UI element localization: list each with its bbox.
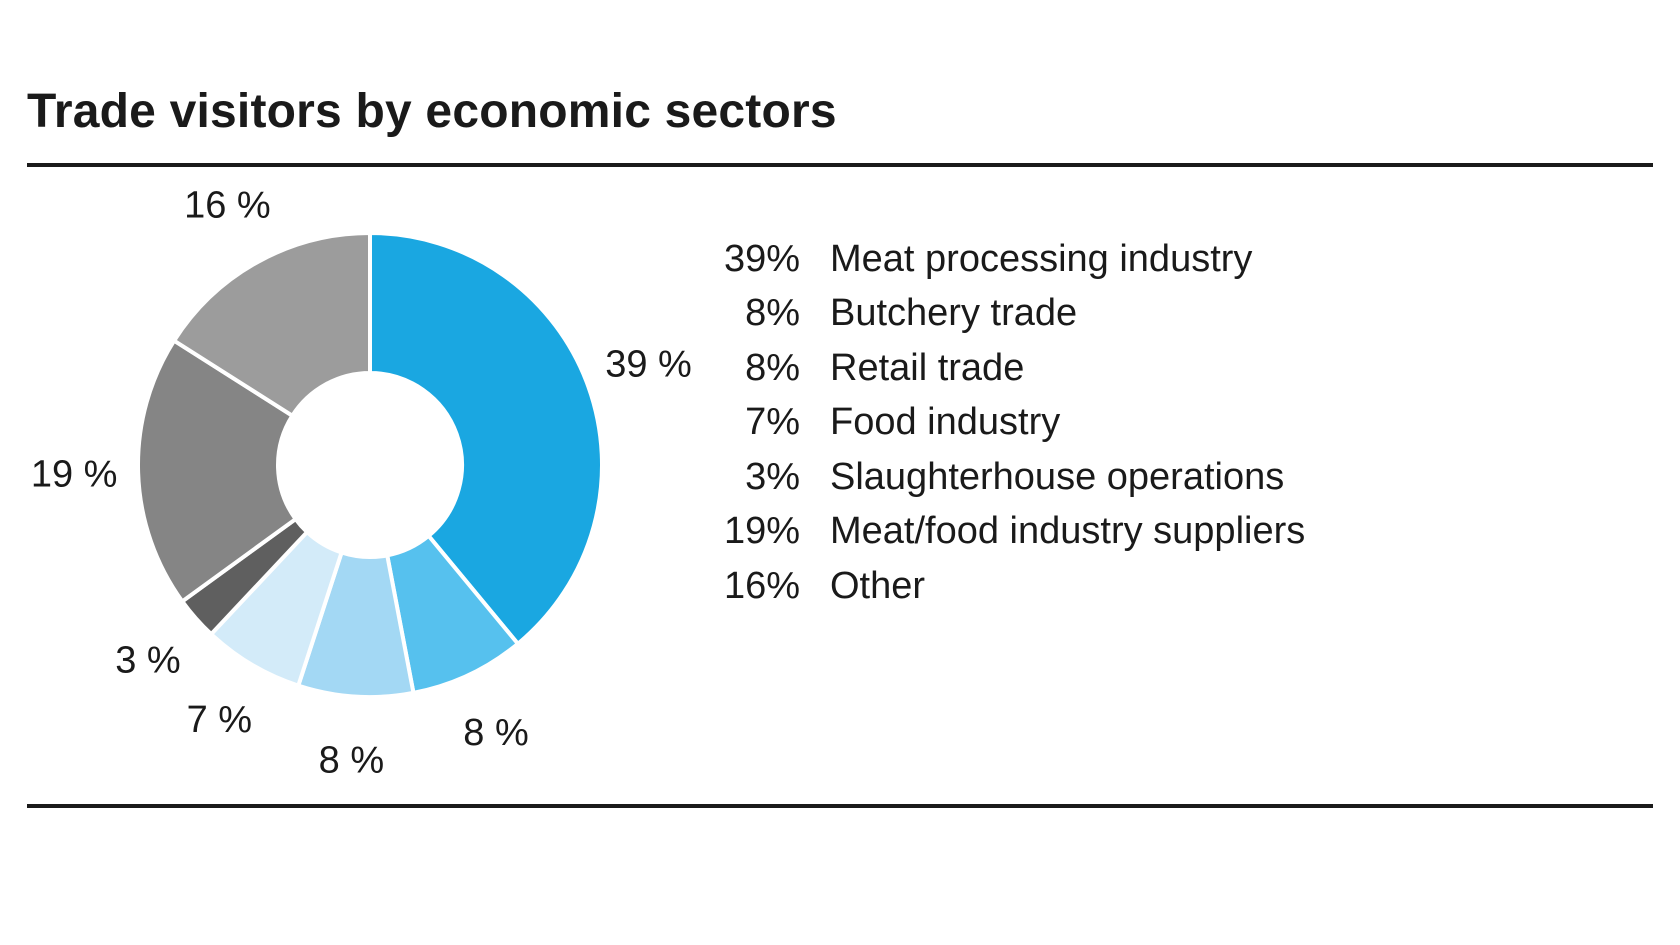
pie-slice-5 [136, 337, 299, 605]
pie-slice-0 [368, 230, 604, 647]
legend-label: Meat/food industry suppliers [830, 510, 1306, 553]
pie-slice-6 [171, 230, 372, 419]
slice-label-2: 8 % [319, 739, 384, 781]
top-rule [27, 163, 1653, 167]
legend-item-butchery-trade: 8% Butchery trade [700, 287, 1305, 342]
legend-label: Food industry [830, 401, 1061, 444]
donut-chart: 39 % 8 % 8 % 7 %3 % 19 % 16 % [31, 185, 692, 782]
legend-value: 3% [745, 455, 800, 498]
legend-label: Meat processing industry [830, 237, 1253, 280]
legend-label: Butchery trade [830, 292, 1078, 335]
legend-value: 8% [745, 346, 800, 389]
legend-item-meat-processing: 39% Meat processing industry [700, 232, 1305, 287]
legend-value: 8% [745, 292, 800, 335]
bottom-rule [27, 804, 1653, 808]
slice-label-0: 39 % [605, 344, 692, 386]
slice-label-5: 19 % [31, 453, 118, 495]
legend-item-retail-trade: 8% Retail trade [700, 341, 1305, 396]
legend-value: 16% [723, 564, 800, 607]
legend-label: Slaughterhouse operations [830, 455, 1285, 498]
slice-label-1: 8 % [463, 712, 528, 754]
legend-value: 19% [723, 510, 800, 553]
legend-item-slaughterhouse: 3% Slaughterhouse operations [700, 450, 1305, 505]
slice-label-6: 16 % [184, 185, 271, 227]
legend-value: 39% [723, 237, 800, 280]
slice-label-3: 7 % [187, 699, 252, 741]
legend-label: Retail trade [830, 346, 1025, 389]
slice-label-4: 3 % [115, 640, 180, 682]
legend-item-food-industry: 7% Food industry [700, 396, 1305, 451]
legend-item-other: 16% Other [700, 559, 1305, 614]
legend: 39% Meat processing industry 8% Butchery… [700, 232, 1305, 614]
legend-value: 7% [745, 401, 800, 444]
legend-label: Other [830, 564, 926, 607]
chart-title: Trade visitors by economic sectors [27, 85, 837, 138]
legend-item-suppliers: 19% Meat/food industry suppliers [700, 505, 1305, 560]
